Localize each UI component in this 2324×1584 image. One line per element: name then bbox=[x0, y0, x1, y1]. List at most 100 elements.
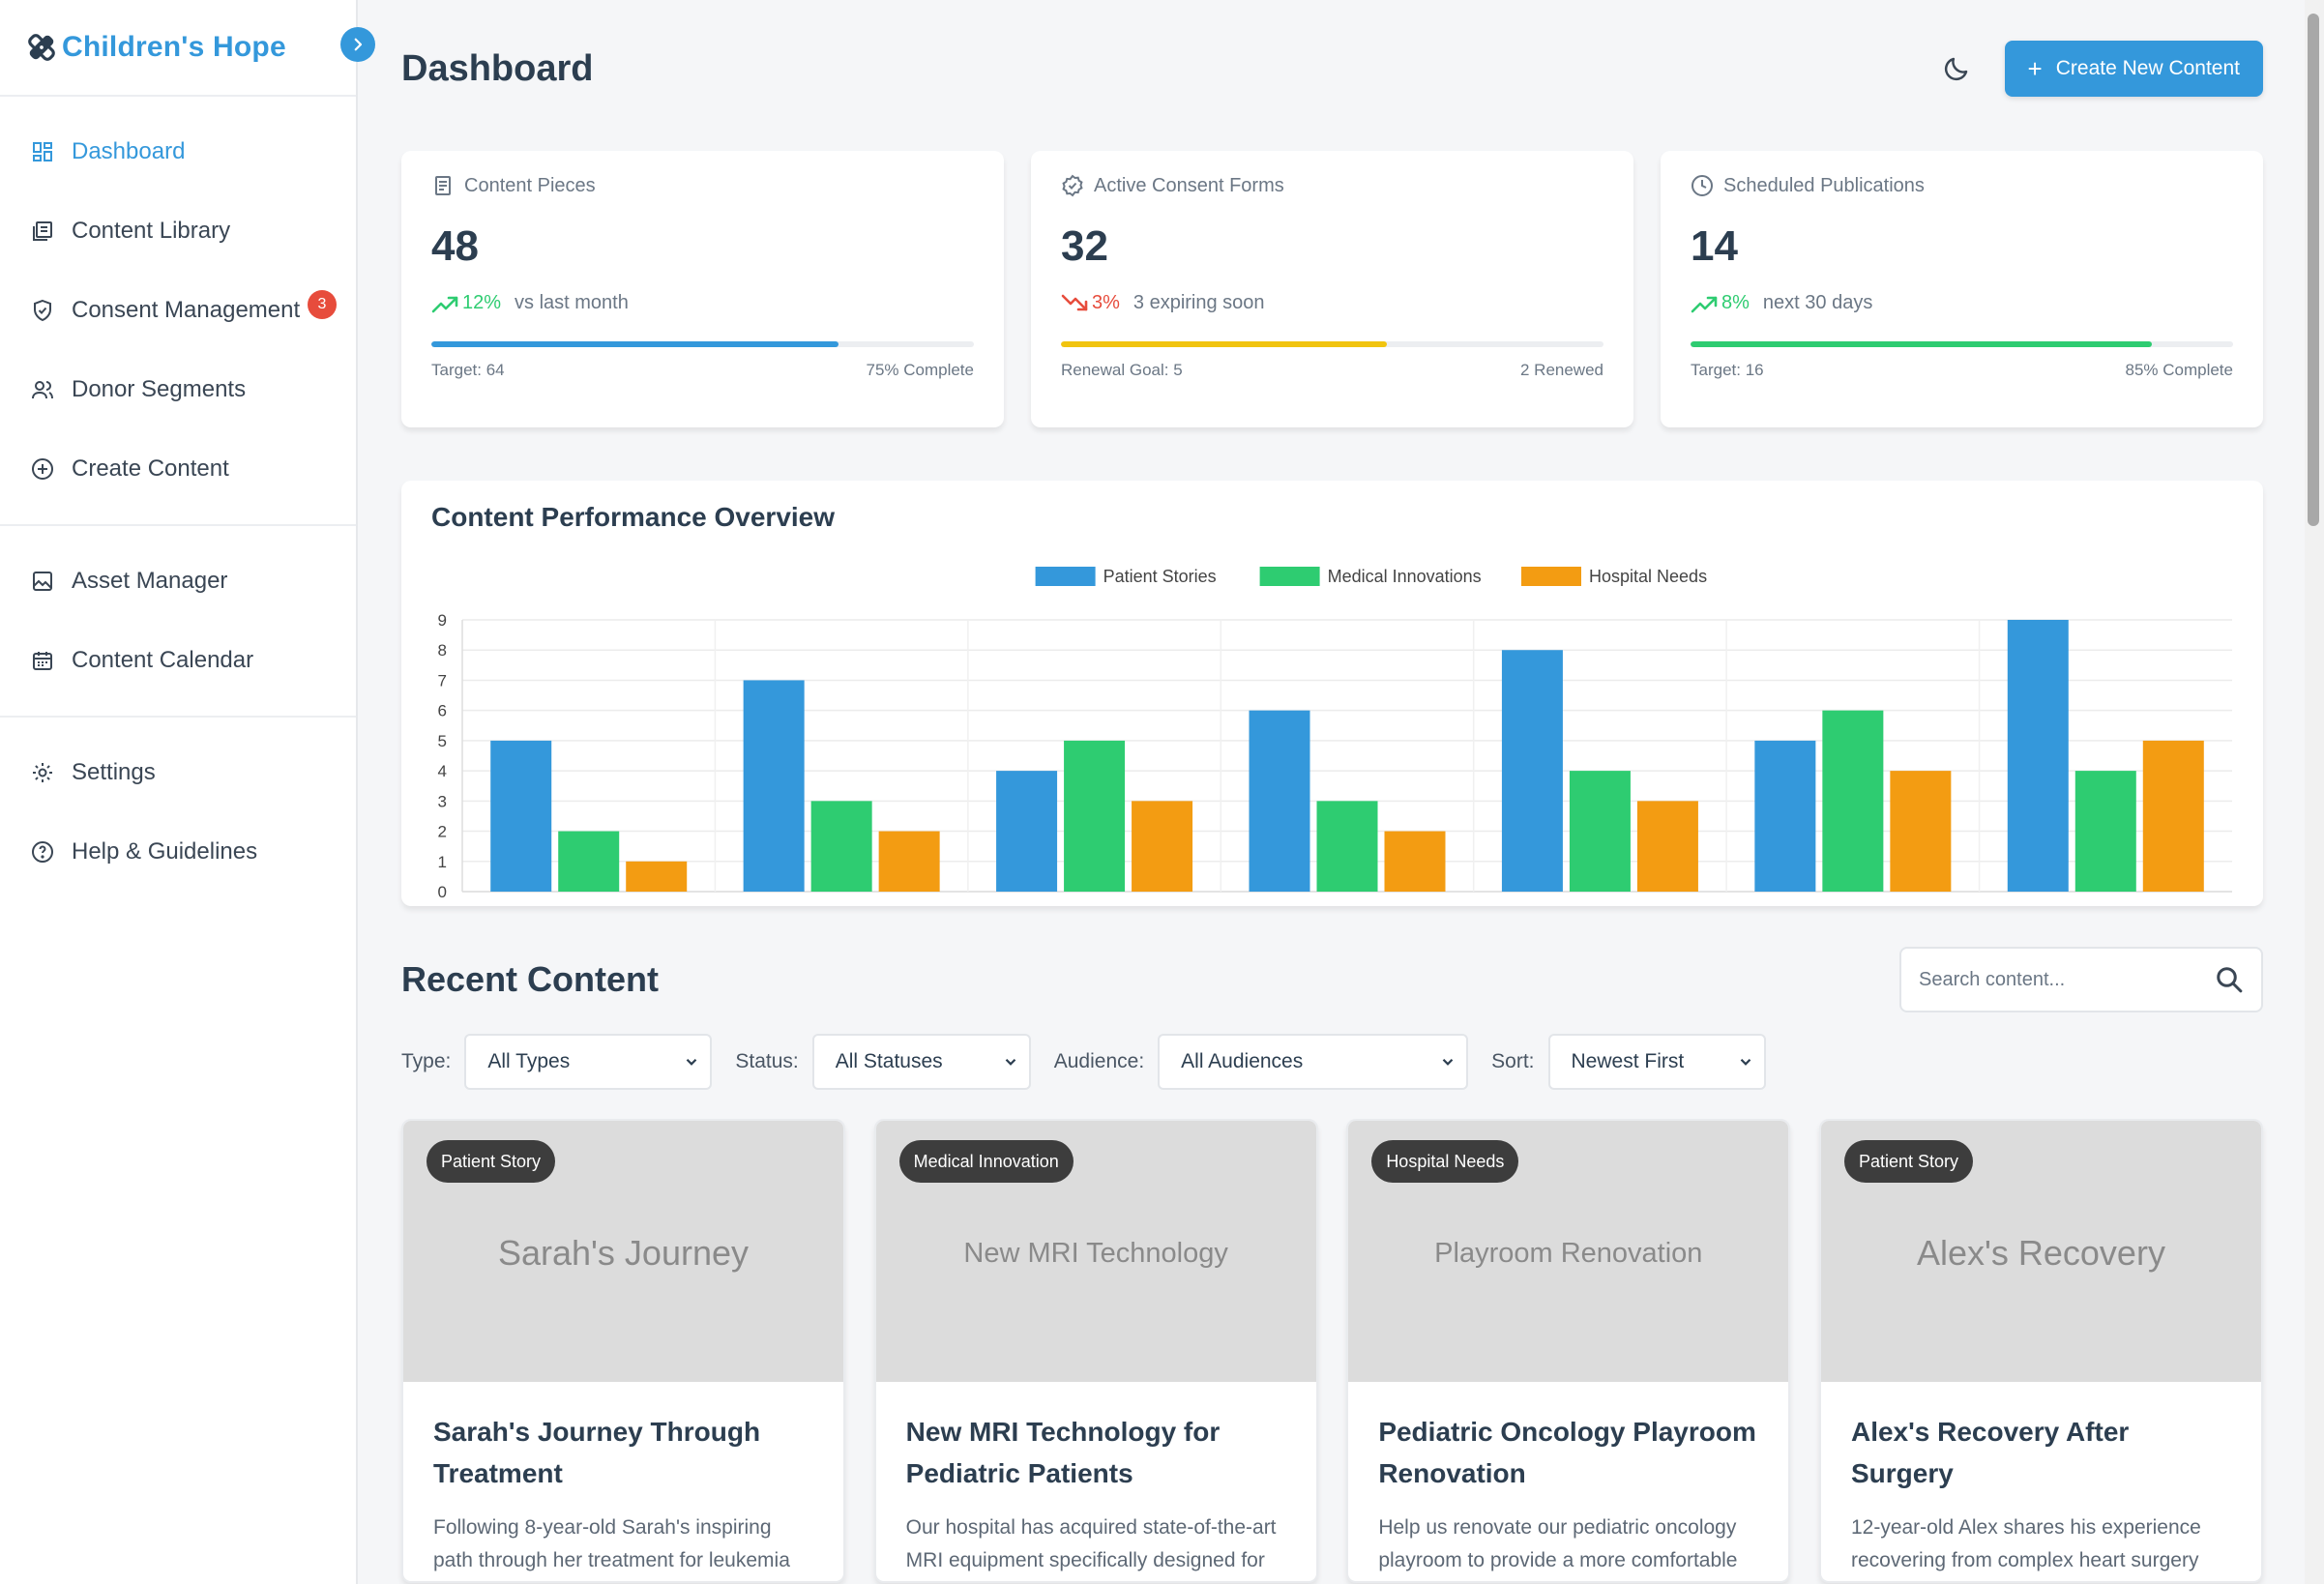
sidebar-item-label: Asset Manager bbox=[72, 568, 228, 594]
plus-circle-icon bbox=[29, 455, 56, 483]
content-cards: Patient Story Sarah's Journey Sarah's Jo… bbox=[401, 1119, 2263, 1583]
chart-title: Content Performance Overview bbox=[431, 502, 836, 532]
stat-card-scheduled-publications: Scheduled Publications 14 8% next 30 day… bbox=[1661, 151, 2263, 427]
y-tick-label: 6 bbox=[438, 702, 447, 720]
trend-percent: 8% bbox=[1721, 292, 1750, 313]
brand-name: Children's Hope bbox=[62, 31, 286, 63]
stat-target: Target: 16 bbox=[1691, 361, 1764, 379]
image-icon bbox=[29, 568, 56, 595]
card-category-tag: Hospital Needs bbox=[1371, 1140, 1519, 1183]
plus-icon: + bbox=[2027, 53, 2043, 83]
card-category-tag: Medical Innovation bbox=[898, 1140, 1074, 1183]
create-button-label: Create New Content bbox=[2055, 57, 2240, 79]
stat-title: Active Consent Forms bbox=[1094, 174, 1284, 196]
sidebar-item-label: Help & Guidelines bbox=[72, 838, 258, 865]
sort-filter-select[interactable]: Newest First bbox=[1547, 1034, 1766, 1090]
stat-target: Target: 64 bbox=[431, 361, 505, 379]
header-actions: + Create New Content bbox=[1937, 41, 2263, 97]
select-value: Newest First bbox=[1571, 1050, 1685, 1072]
dashboard-icon bbox=[29, 138, 56, 165]
chart-bar bbox=[2142, 740, 2204, 892]
page-header: Dashboard + Create New Content bbox=[401, 0, 2263, 137]
chart-bar bbox=[743, 680, 805, 892]
stat-value: 48 bbox=[431, 222, 479, 270]
help-icon bbox=[29, 838, 56, 865]
chart-bar bbox=[878, 831, 940, 892]
nav-group-main: Dashboard Content Library Consent Manage… bbox=[0, 97, 356, 526]
sidebar-item-label: Donor Segments bbox=[72, 376, 247, 402]
filter-bar: Type: All Types Status: All Statuses Aud… bbox=[401, 1034, 2263, 1090]
chart-bar bbox=[1249, 710, 1310, 892]
legend-label: Patient Stories bbox=[1103, 567, 1217, 586]
recent-content-title: Recent Content bbox=[401, 959, 660, 999]
chart-bar bbox=[1822, 710, 1884, 892]
chart-bar bbox=[1636, 801, 1698, 892]
sidebar-item-content-calendar[interactable]: Content Calendar bbox=[0, 621, 356, 700]
progress-bar bbox=[431, 341, 974, 347]
content-card[interactable]: Patient Story Alex's Recovery Alex's Rec… bbox=[1818, 1119, 2263, 1583]
y-tick-label: 2 bbox=[438, 823, 447, 841]
chart-bar bbox=[1569, 771, 1631, 892]
trend-down-icon bbox=[1061, 294, 1088, 310]
chart-bar bbox=[1316, 801, 1378, 892]
sidebar-item-consent-management[interactable]: Consent Management 3 bbox=[0, 271, 356, 350]
page-title: Dashboard bbox=[401, 47, 594, 89]
search-icon[interactable] bbox=[2215, 965, 2244, 994]
theme-toggle-button[interactable] bbox=[1937, 49, 1976, 88]
chart-bar bbox=[558, 831, 620, 892]
sidebar-item-donor-segments[interactable]: Donor Segments bbox=[0, 350, 356, 429]
sidebar-item-settings[interactable]: Settings bbox=[0, 733, 356, 812]
badge-check-icon bbox=[1062, 174, 1083, 197]
card-image-placeholder: Medical Innovation New MRI Technology bbox=[875, 1121, 1316, 1382]
card-category-tag: Patient Story bbox=[1843, 1140, 1974, 1183]
bar-chart: 0123456789JanFebMarAprMayJunJulPatient S… bbox=[438, 567, 2232, 901]
sidebar-item-label: Content Calendar bbox=[72, 647, 254, 673]
content-card[interactable]: Patient Story Sarah's Journey Sarah's Jo… bbox=[401, 1119, 845, 1583]
filter-label-sort: Sort: bbox=[1491, 1050, 1535, 1072]
nav-group-assets: Asset Manager Content Calendar bbox=[0, 526, 356, 718]
stat-title: Scheduled Publications bbox=[1723, 174, 1925, 196]
card-title: Pediatric Oncology Playroom Renovation bbox=[1378, 1417, 1756, 1488]
y-tick-label: 5 bbox=[438, 732, 447, 750]
stat-progress-label: 75% Complete bbox=[866, 361, 974, 379]
card-image-placeholder: Patient Story Sarah's Journey bbox=[403, 1121, 843, 1382]
stat-card-content-pieces: Content Pieces 48 12% vs last month Targ… bbox=[401, 151, 1004, 427]
sidebar-item-label: Dashboard bbox=[72, 138, 186, 164]
card-image-text: New MRI Technology bbox=[963, 1237, 1228, 1269]
card-image-text: Sarah's Journey bbox=[497, 1233, 749, 1273]
search-input[interactable] bbox=[1919, 968, 2215, 991]
progress-fill bbox=[1061, 341, 1387, 347]
create-new-content-button[interactable]: + Create New Content bbox=[2004, 41, 2263, 97]
page-scrollbar[interactable] bbox=[2305, 0, 2324, 1584]
content-card[interactable]: Medical Innovation New MRI Technology Ne… bbox=[873, 1119, 1318, 1583]
type-filter-select[interactable]: All Types bbox=[464, 1034, 713, 1090]
sidebar-item-asset-manager[interactable]: Asset Manager bbox=[0, 542, 356, 621]
progress-fill bbox=[1691, 341, 2152, 347]
main-content: Dashboard + Create New Content Content P… bbox=[401, 0, 2263, 1583]
brand[interactable]: Children's Hope bbox=[0, 0, 356, 97]
card-description: Help us renovate our pediatric oncology … bbox=[1378, 1516, 1738, 1571]
document-icon bbox=[435, 176, 451, 195]
progress-fill bbox=[431, 341, 838, 347]
status-filter-select[interactable]: All Statuses bbox=[811, 1034, 1031, 1090]
calendar-icon bbox=[29, 647, 56, 674]
select-value: All Audiences bbox=[1181, 1050, 1304, 1072]
sidebar-item-content-library[interactable]: Content Library bbox=[0, 191, 356, 271]
sidebar-item-help-guidelines[interactable]: Help & Guidelines bbox=[0, 812, 356, 892]
sidebar-item-create-content[interactable]: Create Content bbox=[0, 429, 356, 509]
stat-progress-label: 85% Complete bbox=[2125, 361, 2233, 379]
trend-text: vs last month bbox=[515, 292, 629, 313]
chart-bar bbox=[1754, 740, 1816, 892]
stat-value: 14 bbox=[1691, 222, 1738, 270]
scrollbar-thumb[interactable] bbox=[2308, 14, 2319, 526]
progress-bar bbox=[1691, 341, 2233, 347]
sidebar: Children's Hope Dashboard Content Librar… bbox=[0, 0, 375, 1584]
sidebar-item-dashboard[interactable]: Dashboard bbox=[0, 112, 356, 191]
trend-up-icon bbox=[431, 296, 458, 312]
clock-icon bbox=[1692, 175, 1713, 196]
legend-swatch bbox=[1259, 567, 1320, 586]
chevron-down-icon bbox=[687, 1058, 697, 1066]
sidebar-collapse-button[interactable] bbox=[340, 27, 375, 62]
content-card[interactable]: Hospital Needs Playroom Renovation Pedia… bbox=[1346, 1119, 1791, 1583]
audience-filter-select[interactable]: All Audiences bbox=[1158, 1034, 1469, 1090]
